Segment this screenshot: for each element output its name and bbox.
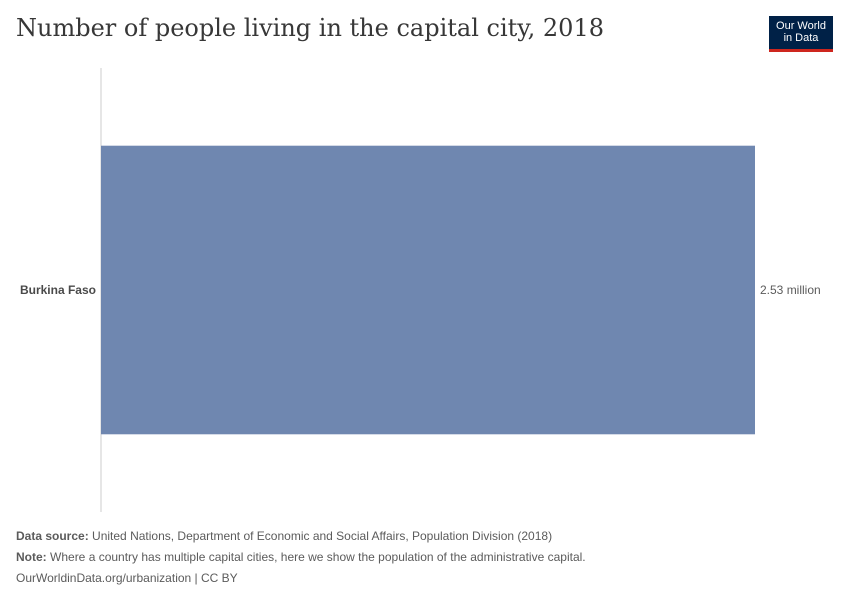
bar-burkina-faso[interactable] [101, 145, 755, 435]
logo-line-1: Our World [776, 20, 826, 32]
logo-line-2: in Data [783, 32, 819, 44]
category-label: Burkina Faso [20, 283, 96, 297]
data-source: Data source: United Nations, Department … [16, 529, 552, 543]
chart-title: Number of people living in the capital c… [16, 14, 604, 42]
note-label: Note: [16, 550, 47, 564]
bar-chart: Burkina Faso 2.53 million [20, 68, 821, 512]
credit-link[interactable]: OurWorldinData.org/urbanization | CC BY [16, 571, 238, 585]
value-label: 2.53 million [760, 283, 821, 297]
note-text: Where a country has multiple capital cit… [50, 550, 586, 564]
chart-note: Note: Where a country has multiple capit… [16, 550, 586, 564]
data-source-label: Data source: [16, 529, 89, 543]
data-source-text: United Nations, Department of Economic a… [92, 529, 553, 543]
owid-logo[interactable]: Our World in Data [769, 16, 833, 52]
